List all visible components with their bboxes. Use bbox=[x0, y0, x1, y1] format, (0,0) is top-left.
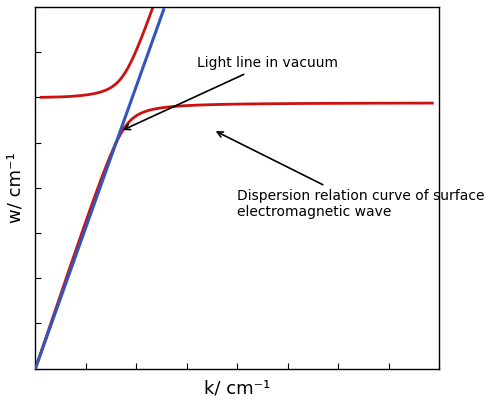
Y-axis label: w/ cm⁻¹: w/ cm⁻¹ bbox=[7, 152, 25, 223]
Text: Light line in vacuum: Light line in vacuum bbox=[124, 57, 338, 130]
X-axis label: k/ cm⁻¹: k/ cm⁻¹ bbox=[204, 379, 270, 397]
Text: Dispersion relation curve of surface
electromagnetic wave: Dispersion relation curve of surface ele… bbox=[218, 132, 485, 219]
